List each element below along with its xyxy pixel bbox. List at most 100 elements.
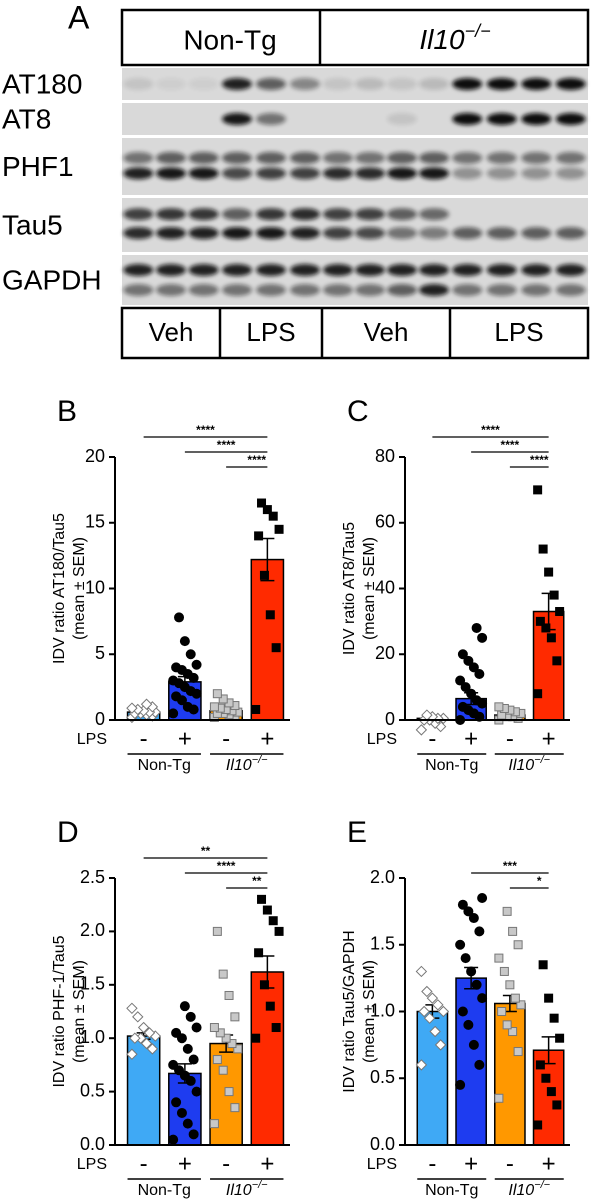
data-point: [212, 1055, 222, 1065]
blot-band: [387, 227, 417, 240]
data-point: [140, 698, 153, 710]
blot-band: [355, 151, 385, 164]
data-point: [415, 1059, 428, 1071]
data-point: [171, 1097, 182, 1108]
blot-band: [323, 78, 353, 90]
data-point: [257, 894, 267, 904]
data-point: [140, 1037, 153, 1050]
data-point: [502, 906, 512, 916]
data-point: [233, 1044, 243, 1054]
data-point: [460, 682, 471, 693]
blot-row-label: AT8: [2, 103, 51, 134]
blot-band: [387, 208, 417, 221]
data-point: [468, 1039, 479, 1050]
blot-band: [256, 208, 286, 221]
row-label: LPS: [77, 731, 107, 748]
data-point: [132, 1011, 144, 1023]
blot-band: [256, 78, 286, 90]
y-tick-label: 0.0: [370, 1134, 395, 1154]
blot-band: [256, 264, 286, 276]
data-point: [432, 999, 444, 1011]
blot-band: [419, 284, 449, 296]
blot-band: [387, 78, 417, 90]
blot-band: [188, 227, 219, 240]
significance-label: ****: [196, 423, 215, 437]
blot-band: [521, 78, 552, 90]
bar: [250, 971, 285, 1146]
data-point: [477, 893, 488, 904]
data-point: [513, 1047, 523, 1057]
data-point: [182, 1118, 193, 1129]
data-point: [191, 1086, 202, 1097]
x-tick-label: +: [178, 725, 192, 752]
data-point: [185, 1011, 196, 1022]
y-tick-label: 20: [85, 446, 105, 466]
data-point: [477, 993, 488, 1004]
blot-band: [222, 227, 252, 240]
significance-label: ****: [217, 859, 236, 873]
blot-band: [452, 227, 483, 240]
data-point: [463, 655, 474, 666]
blot-band: [486, 264, 517, 276]
data-point: [477, 632, 488, 643]
blot-row-label: AT180: [2, 68, 82, 99]
y-axis-label: IDV ratio PHF-1/Tau5: [51, 935, 68, 1087]
panel-letter: B: [57, 395, 77, 428]
blot-band: [323, 264, 353, 276]
data-point: [533, 485, 543, 495]
data-point: [126, 1002, 138, 1015]
treatment-label: LPS: [246, 317, 295, 347]
treatment-label: Veh: [149, 317, 194, 347]
data-point: [268, 916, 278, 926]
blot-band: [521, 151, 552, 164]
y-tick-label: 0: [385, 709, 395, 729]
blot-band: [256, 167, 286, 180]
group-label: Il10−/−: [226, 1179, 268, 1199]
data-point: [471, 695, 482, 706]
y-tick-label: 15: [85, 512, 105, 532]
blot-band: [355, 227, 385, 240]
group-label: Il10: [226, 1182, 252, 1199]
group-label: Non-Tg: [138, 1182, 191, 1199]
blot-band: [222, 78, 252, 90]
data-point: [171, 1027, 182, 1038]
x-tick-label: -: [428, 725, 436, 752]
x-tick-label: +: [542, 1150, 556, 1177]
group-label: Non-Tg: [425, 1182, 478, 1199]
x-tick-label: +: [260, 1150, 274, 1177]
treatment-label: Veh: [364, 317, 409, 347]
data-point: [218, 694, 228, 704]
data-point: [126, 702, 138, 714]
data-point: [555, 1033, 565, 1043]
y-tick-label: 60: [375, 512, 395, 532]
blot-band: [486, 227, 517, 240]
blot-band: [123, 284, 154, 296]
y-tick-label: 1.5: [80, 974, 105, 994]
data-point: [221, 1033, 231, 1043]
blot-band: [256, 113, 286, 125]
blot-band: [156, 151, 186, 164]
blot-band: [555, 151, 586, 164]
blot-band: [156, 227, 186, 240]
blot-band: [222, 284, 252, 296]
blot-band: [290, 264, 320, 276]
blot-row-label: PHF1: [2, 151, 74, 182]
data-point: [474, 668, 485, 679]
data-point: [215, 1028, 225, 1038]
blot-band: [387, 167, 417, 180]
blot-band: [387, 284, 417, 296]
significance-label: **: [201, 844, 211, 858]
data-point: [185, 649, 196, 660]
data-point: [179, 636, 190, 647]
panel-letter: A: [68, 0, 90, 35]
data-point: [218, 1065, 228, 1075]
blot-band: [123, 167, 154, 180]
y-tick-label: 2.0: [80, 920, 105, 940]
data-point: [466, 966, 477, 977]
x-tick-label: +: [260, 725, 274, 752]
data-point: [257, 498, 267, 508]
group-label: Il10: [508, 1182, 534, 1199]
significance-label: ****: [247, 453, 266, 467]
blot-band: [419, 167, 449, 180]
blot-band: [290, 151, 320, 164]
